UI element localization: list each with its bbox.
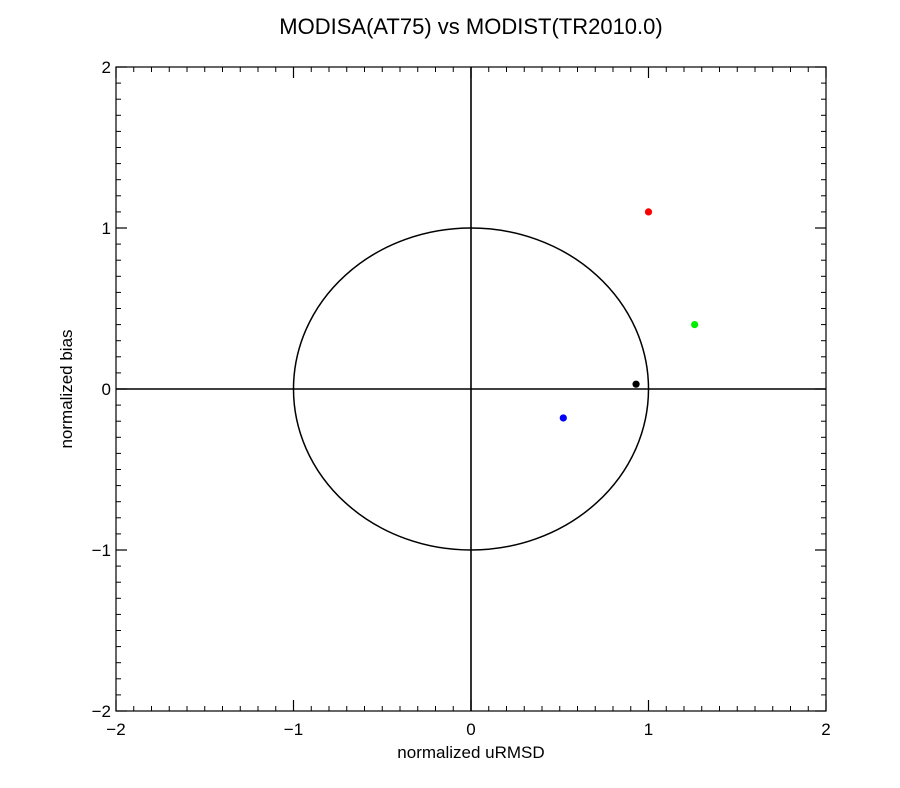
y-tick-label: 2 (102, 58, 111, 77)
x-tick-label: −1 (284, 720, 303, 739)
x-tick-label: 0 (466, 720, 475, 739)
unit-circle (292, 227, 650, 551)
reference-lines (116, 67, 826, 711)
y-tick-label: −1 (92, 541, 111, 560)
y-tick-label: 1 (102, 219, 111, 238)
y-tick-label: −2 (92, 702, 111, 721)
y-axis-label: normalized bias (57, 329, 76, 448)
data-point (691, 321, 699, 329)
data-point (559, 414, 567, 422)
x-tick-labels: −2 −1 0 1 2 (106, 720, 830, 739)
chart-title: MODISA(AT75) vs MODIST(TR2010.0) (279, 14, 662, 39)
x-tick-label: 1 (644, 720, 653, 739)
data-point (644, 208, 653, 216)
x-axis-label: normalized uRMSD (397, 743, 544, 762)
data-points (559, 208, 699, 422)
y-tick-label: 0 (102, 380, 111, 399)
data-point (632, 380, 640, 388)
y-tick-labels: −2 −1 0 1 2 (92, 58, 111, 721)
x-tick-label: −2 (106, 720, 125, 739)
x-tick-label: 2 (821, 720, 830, 739)
